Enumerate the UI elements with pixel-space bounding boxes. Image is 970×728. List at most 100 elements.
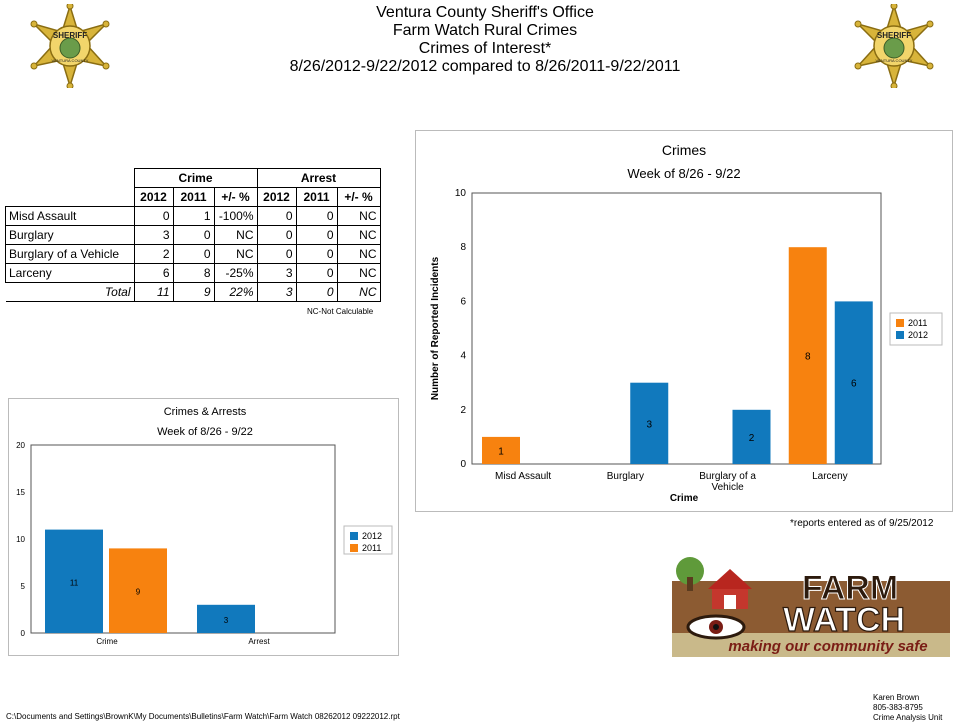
legend-swatch-2011 [350, 544, 358, 552]
bar-2011 [788, 247, 827, 464]
contact-name: Karen Brown [873, 693, 920, 702]
report-header: Ventura County Sheriff's Office Farm Wat… [0, 4, 970, 76]
y-tick-label: 8 [460, 242, 466, 253]
cell-crime-2012: 3 [133, 225, 173, 245]
badge-top-text: SHERIFF [877, 31, 911, 40]
table-row: Burglary 3 0 NC 0 0 NC [5, 225, 381, 245]
y-tick-label: 15 [16, 488, 25, 497]
row-label: Misd Assault [5, 206, 135, 226]
y-axis-label: Number of Reported Incidents [430, 256, 441, 400]
legend-entry: 2011 [908, 318, 927, 328]
total-arrest-pct: NC [336, 282, 381, 302]
y-tick-label: 0 [21, 629, 26, 638]
cell-crime-2011: 0 [172, 225, 214, 245]
legend-entry: 2012 [362, 531, 382, 541]
cell-arrest-2011: 0 [295, 206, 337, 226]
y-tick-label: 2 [460, 405, 466, 416]
bar-2012 [630, 382, 669, 464]
total-crime-2012: 11 [133, 282, 173, 302]
contact-unit: Crime Analysis Unit [873, 713, 943, 722]
table-header-crime-2012: 2012 [133, 187, 174, 207]
table-row: Larceny 6 8 -25% 3 0 NC [5, 263, 381, 283]
x-tick-label: Vehicle [712, 482, 745, 493]
legend-entry: 2012 [908, 330, 928, 340]
bar-2011 [482, 436, 520, 464]
table-row: Burglary of a Vehicle 2 0 NC 0 0 NC [5, 244, 381, 264]
data-label: 1 [498, 446, 504, 457]
chart-title: Crimes [662, 142, 706, 158]
footer-file-path: C:\Documents and Settings\BrownK\My Docu… [6, 712, 400, 721]
cell-arrest-2012: 0 [256, 244, 296, 264]
chart-title: Crimes & Arrests [164, 406, 247, 418]
legend-swatch-2012 [896, 331, 904, 339]
y-tick-label: 6 [460, 296, 466, 307]
bar-2012 [834, 301, 873, 464]
table-total-row: Total 11 9 22% 3 0 NC [5, 282, 381, 302]
legend-swatch-2012 [350, 532, 358, 540]
cell-arrest-2012: 0 [256, 206, 296, 226]
logo-tagline: making our community safe [728, 638, 927, 655]
crimes-arrests-bar-chart: Crimes & Arrests Week of 8/26 - 9/22 0 5 10 1… [16, 406, 393, 646]
y-tick-label: 4 [460, 351, 466, 362]
cell-crime-2011: 8 [172, 263, 214, 283]
y-tick-label: 20 [16, 441, 25, 450]
x-axis-label: Crime [670, 493, 699, 504]
bar-2012 [45, 529, 103, 633]
badge-bottom-text: VENTURA COUNTY [876, 58, 913, 63]
badge-bottom-text: VENTURA COUNTY [52, 58, 89, 63]
table-group-crime: Crime [133, 168, 258, 188]
data-label: 3 [224, 616, 229, 625]
row-label: Burglary [5, 225, 135, 245]
cell-crime-2011: 0 [172, 244, 214, 264]
y-tick-label: 10 [455, 188, 467, 199]
data-label: 6 [851, 379, 857, 390]
cell-arrest-pct: NC [336, 263, 381, 283]
legend-entry: 2011 [362, 543, 381, 553]
logo-word-farm: FARM [802, 569, 898, 607]
cell-crime-2012: 2 [133, 244, 173, 264]
cell-arrest-2012: 0 [256, 225, 296, 245]
table-header-arrest-pct: +/- % [336, 187, 381, 207]
cell-crime-pct: NC [213, 244, 257, 264]
x-tick-label: Burglary of a [699, 471, 756, 482]
row-label: Burglary of a Vehicle [5, 244, 135, 264]
nc-note: NC-Not Calculable [307, 307, 374, 316]
crimes-arrests-chart-panel: Crimes & Arrests Week of 8/26 - 9/22 0 5 10 1… [8, 398, 399, 656]
total-arrest-2011: 0 [295, 282, 337, 302]
bar-2011 [109, 548, 167, 633]
legend-box [889, 312, 943, 346]
reports-note: *reports entered as of 9/25/2012 [790, 518, 934, 529]
cell-arrest-2011: 0 [295, 263, 337, 283]
cell-arrest-2012: 3 [256, 263, 296, 283]
total-label: Total [5, 282, 134, 302]
cell-crime-2012: 0 [133, 206, 173, 226]
logo-word-watch: WATCH [783, 601, 905, 639]
farm-watch-logo: FARM WATCH making our community safe [672, 541, 950, 657]
x-tick-label: Burglary [607, 471, 644, 482]
chart-subtitle: Week of 8/26 - 9/22 [627, 166, 740, 181]
table-header-crime-2011: 2011 [172, 187, 215, 207]
total-crime-2011: 9 [172, 282, 214, 302]
cell-arrest-pct: NC [336, 225, 381, 245]
crimes-chart-panel: Crimes Week of 8/26 - 9/22 0 2 4 6 8 10 Misd Ass… [415, 130, 953, 512]
cell-arrest-pct: NC [336, 206, 381, 226]
badge-top-text: SHERIFF [53, 31, 87, 40]
crimes-bar-chart: Crimes Week of 8/26 - 9/22 0 2 4 6 8 10 Misd Ass… [430, 142, 943, 504]
cell-crime-pct: -100% [213, 206, 257, 226]
sheriff-badge-right-icon: SHERIFF VENTURA COUNTY [854, 4, 934, 88]
footer-contact: Karen Brown 805-383-8795 Crime Analysis … [873, 693, 942, 723]
data-label: 3 [646, 419, 652, 430]
cell-crime-2011: 1 [172, 206, 214, 226]
cell-crime-2012: 6 [133, 263, 173, 283]
total-crime-pct: 22% [213, 282, 257, 302]
bar-2012 [732, 409, 771, 464]
data-label: 8 [805, 352, 811, 363]
x-tick-label: Arrest [248, 637, 270, 646]
legend-swatch-2011 [896, 319, 904, 327]
row-label: Larceny [5, 263, 135, 283]
plot-area-frame [471, 192, 882, 465]
x-tick-label: Misd Assault [495, 471, 551, 482]
header-line-subject: Crimes of Interest* [418, 40, 552, 57]
y-tick-label: 0 [460, 459, 466, 470]
data-label: 9 [136, 588, 141, 597]
